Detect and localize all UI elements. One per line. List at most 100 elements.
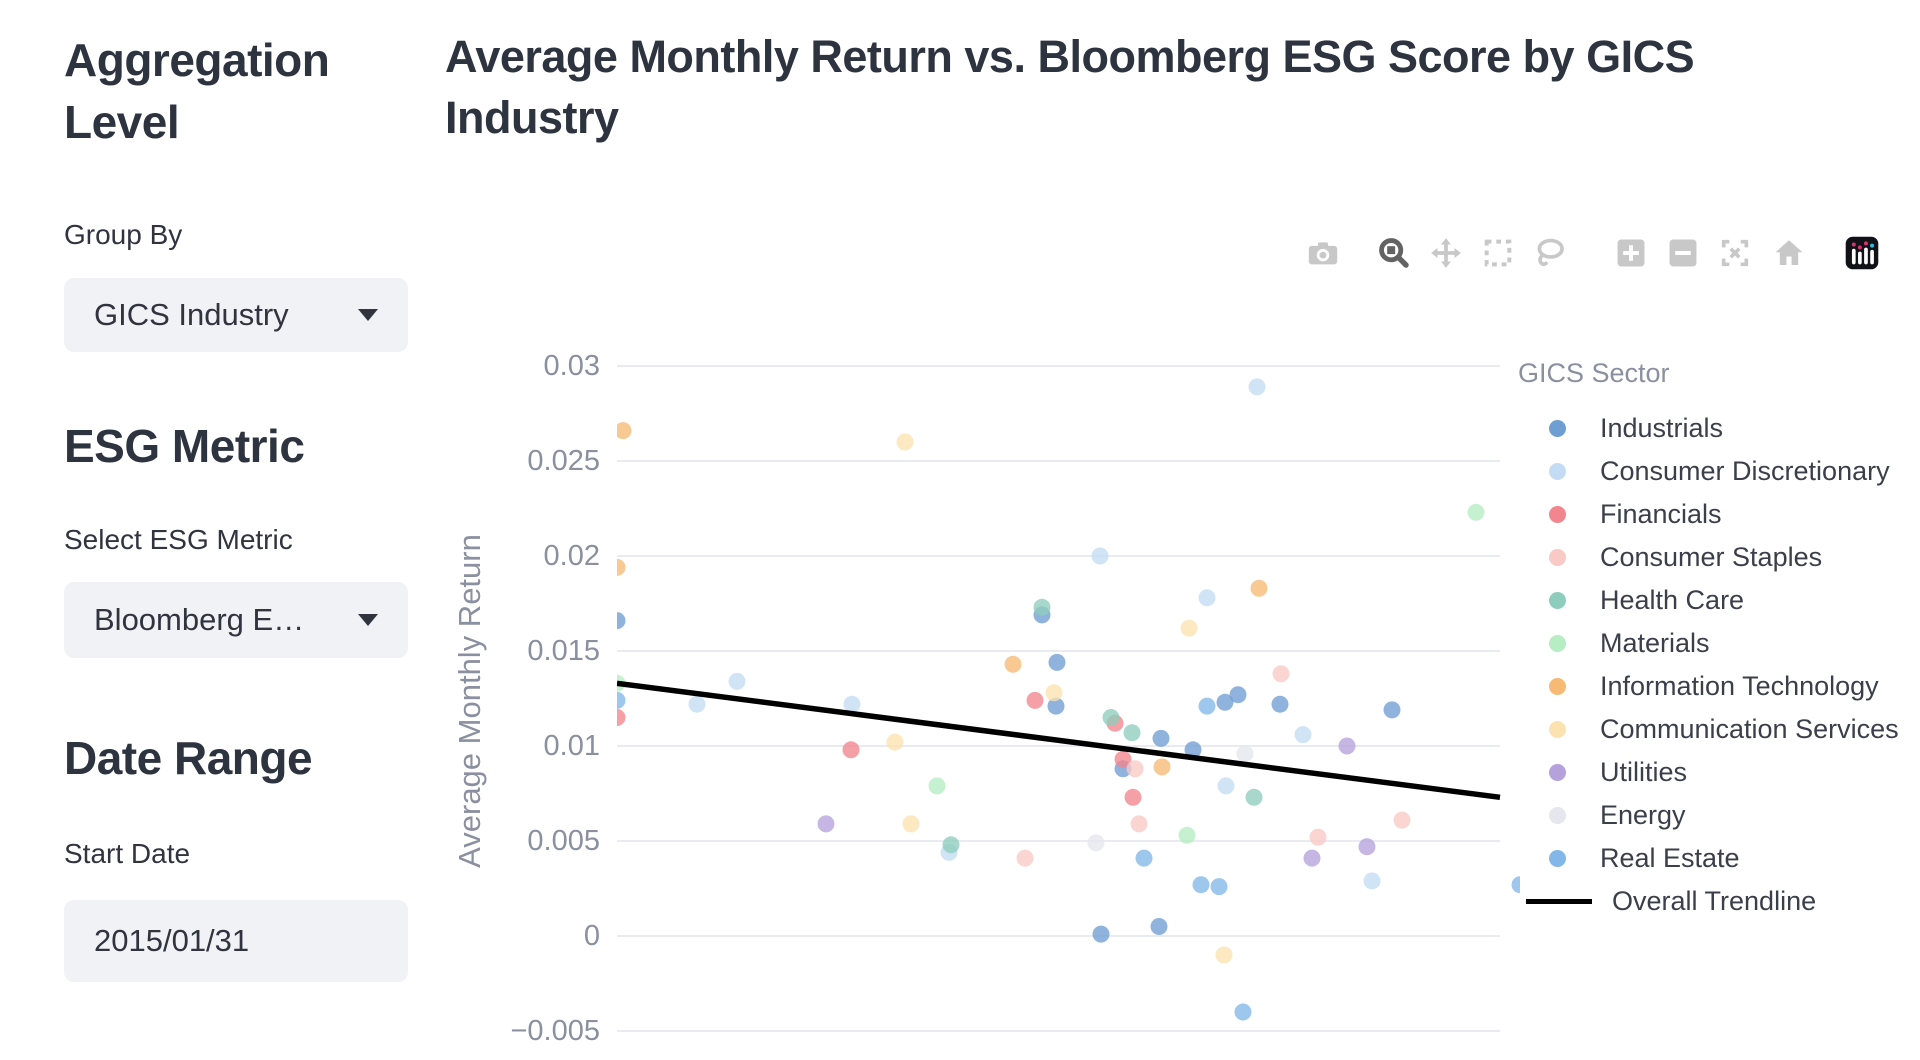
- legend-item-label: Materials: [1600, 628, 1710, 658]
- scatter-point: [1102, 709, 1120, 726]
- scatter-point: [1192, 876, 1210, 894]
- start-date-input[interactable]: 2015/01/31: [64, 899, 408, 982]
- reset-axes-home-icon[interactable]: [1770, 236, 1808, 270]
- scatter-point: [1198, 697, 1216, 715]
- legend-item-financials[interactable]: Financials: [1518, 493, 1908, 536]
- scatter-point: [1026, 691, 1044, 709]
- legend-item-energy[interactable]: Energy: [1518, 794, 1908, 837]
- chevron-down-icon: [358, 613, 378, 626]
- scatter-point: [1210, 878, 1228, 896]
- scatter-point: [688, 695, 706, 713]
- legend-item-communication-services[interactable]: Communication Services: [1518, 708, 1908, 751]
- group-by-select-value: GICS Industry: [94, 297, 289, 333]
- start-date-label: Start Date: [64, 837, 191, 869]
- scatter-point: [1091, 547, 1109, 565]
- legend-item-label: Overall Trendline: [1612, 886, 1817, 916]
- legend-items: Industrials Consumer Discretionary Financi…: [1518, 407, 1908, 923]
- esg-metric-select-value: Bloomberg E…: [94, 601, 305, 637]
- scatter-point: [1338, 737, 1356, 755]
- zoom-icon[interactable]: [1375, 236, 1413, 270]
- y-tick-label: 0.03: [543, 350, 600, 382]
- scatter-point: [1124, 788, 1142, 806]
- legend-item-industrials[interactable]: Industrials: [1518, 407, 1908, 450]
- legend-item-label: Industrials: [1600, 413, 1724, 443]
- scatter-point: [617, 558, 626, 576]
- legend-item-label: Financials: [1600, 499, 1722, 529]
- y-tick-label: 0: [583, 920, 600, 952]
- scatter-point: [1271, 695, 1289, 713]
- legend-item-label: Energy: [1600, 800, 1686, 830]
- legend-item-materials[interactable]: Materials: [1518, 622, 1908, 665]
- legend-item-label: Consumer Staples: [1600, 542, 1823, 572]
- legend-item-label: Real Estate: [1600, 843, 1740, 873]
- scatter-point: [1358, 838, 1376, 856]
- scatter-point: [1114, 750, 1132, 768]
- legend-item-label: Health Care: [1600, 585, 1745, 615]
- legend-item-utilities[interactable]: Utilities: [1518, 751, 1908, 794]
- zoom-out-icon[interactable]: [1664, 236, 1702, 270]
- group-by-label: Group By: [64, 219, 183, 251]
- scatter-point: [1236, 745, 1254, 763]
- autoscale-icon[interactable]: [1716, 236, 1754, 270]
- y-tick-label: 0.005: [527, 825, 600, 857]
- scatter-point: [1250, 579, 1268, 597]
- date-range-heading: Date Range: [64, 731, 313, 784]
- camera-icon[interactable]: [1304, 236, 1342, 270]
- scatter-point: [928, 777, 946, 795]
- legend-marker-icon: [1549, 549, 1566, 566]
- scatter-point: [1016, 849, 1034, 867]
- grid-layer: [617, 365, 1500, 1032]
- y-tick-label: −0.005: [510, 1015, 600, 1047]
- chevron-down-icon: [358, 309, 378, 322]
- box-select-icon[interactable]: [1479, 236, 1517, 270]
- scatter-point: [1363, 872, 1381, 890]
- scatter-point: [843, 695, 861, 713]
- legend-marker-icon: [1549, 420, 1566, 437]
- scatter-point: [1033, 598, 1051, 616]
- plotly-logo-icon[interactable]: [1842, 236, 1882, 270]
- aggregation-level-heading: Aggregation Level: [64, 34, 330, 148]
- start-date-value: 2015/01/31: [94, 922, 250, 958]
- legend-marker-icon: [1549, 850, 1566, 867]
- scatter-point: [1217, 777, 1235, 795]
- scatter-point: [1048, 653, 1066, 671]
- sidebar: Aggregation Level Group By GICS Industry…: [64, 30, 409, 982]
- scatter-point: [1152, 729, 1170, 747]
- scatter-point: [1393, 811, 1411, 829]
- scatter-point: [902, 815, 920, 833]
- scatter-point: [617, 612, 626, 630]
- scatter-point: [1198, 589, 1216, 607]
- trendline-marker-icon: [1526, 899, 1592, 904]
- scatter-point: [1215, 946, 1233, 964]
- lasso-select-icon[interactable]: [1531, 236, 1569, 270]
- legend-marker-icon: [1549, 678, 1566, 695]
- scatter-point: [1087, 834, 1105, 852]
- legend-item-real-estate[interactable]: Real Estate: [1518, 837, 1908, 880]
- legend-item-consumer-discretionary[interactable]: Consumer Discretionary: [1518, 450, 1908, 493]
- scatter-point: [1383, 701, 1401, 719]
- scatter-point: [1092, 925, 1110, 943]
- scatter-point: [1150, 918, 1168, 935]
- page-title: Average Monthly Return vs. Bloomberg ESG…: [445, 31, 1695, 143]
- legend-marker-icon: [1549, 807, 1566, 824]
- scatter-point: [1245, 788, 1263, 806]
- legend-item-consumer-staples[interactable]: Consumer Staples: [1518, 536, 1908, 579]
- legend-item-overall-trendline[interactable]: Overall Trendline: [1518, 880, 1908, 923]
- scatter-point: [1216, 693, 1234, 711]
- pan-icon[interactable]: [1427, 236, 1465, 270]
- scatter-point: [1135, 849, 1153, 867]
- scatter-point: [942, 836, 960, 854]
- legend-item-information-technology[interactable]: Information Technology: [1518, 665, 1908, 708]
- scatter-point: [1229, 686, 1247, 704]
- legend-item-label: Utilities: [1600, 757, 1688, 787]
- legend-item-health-care[interactable]: Health Care: [1518, 579, 1908, 622]
- group-by-select[interactable]: GICS Industry: [64, 278, 408, 353]
- scatter-point: [617, 691, 626, 709]
- zoom-in-icon[interactable]: [1612, 236, 1650, 270]
- select-esg-metric-label: Select ESG Metric: [64, 523, 293, 555]
- scatter-point: [886, 733, 904, 751]
- esg-metric-select[interactable]: Bloomberg E…: [64, 581, 408, 658]
- scatter-point: [1248, 378, 1266, 396]
- scatter-point: [896, 433, 914, 451]
